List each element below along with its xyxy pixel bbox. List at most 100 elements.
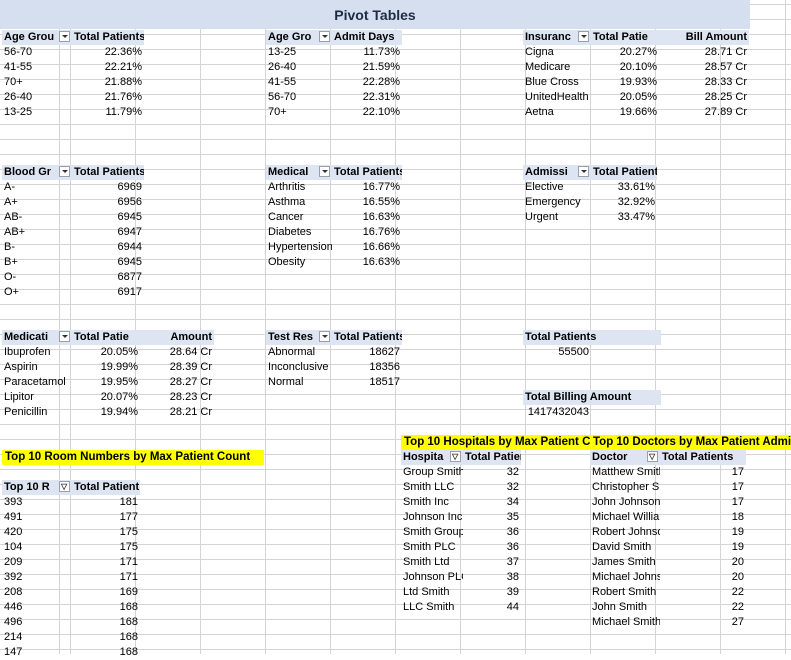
table-row[interactable]: 209 171 <box>2 555 140 570</box>
table-row[interactable]: AB- 6945 <box>2 210 144 225</box>
dropdown-arrow-icon[interactable] <box>319 31 330 42</box>
table-row[interactable]: 446 168 <box>2 600 140 615</box>
filter-icon[interactable] <box>59 480 70 494</box>
dropdown-arrow-icon[interactable] <box>578 166 589 177</box>
table-row[interactable]: James Smith 20 <box>590 555 746 570</box>
table-row[interactable]: Smith PLC 36 <box>401 540 521 555</box>
table-row[interactable]: Emergency 32.92% <box>523 195 657 210</box>
table-row[interactable]: 26-40 21.59% <box>266 60 402 75</box>
dropdown-arrow-icon[interactable] <box>59 331 70 342</box>
table-row[interactable]: A+ 6956 <box>2 195 144 210</box>
pivot-top-hospitals[interactable]: HospitaTotal PatientsGroup Smith32Smith … <box>401 450 521 615</box>
table-row[interactable]: Aspirin 19.99% 28.39 Cr <box>2 360 214 375</box>
pivot-insurance[interactable]: Insuranc Total Patie Bill Amount Cigna 20.27… <box>523 30 749 120</box>
table-row[interactable]: Smith Ltd 37 <box>401 555 521 570</box>
table-row[interactable]: 13-25 11.73% <box>266 45 402 60</box>
table-row[interactable]: 420 175 <box>2 525 140 540</box>
table-row[interactable]: Michael Johnson 20 <box>590 570 746 585</box>
dropdown-arrow-icon[interactable] <box>59 31 70 42</box>
table-row[interactable]: Elective 33.61% <box>523 180 657 195</box>
table-row[interactable]: 26-40 21.76% <box>2 90 144 105</box>
table-row[interactable]: B+ 6945 <box>2 255 144 270</box>
table-row[interactable]: Cancer 16.63% <box>266 210 402 225</box>
table-row[interactable]: Matthew Smith 17 <box>590 465 746 480</box>
table-row[interactable]: Ibuprofen 20.05% 28.64 Cr <box>2 345 214 360</box>
table-row[interactable]: 70+ 22.10% <box>266 105 402 120</box>
dropdown-arrow-icon[interactable] <box>319 166 330 177</box>
table-row[interactable]: John Smith 22 <box>590 600 746 615</box>
pivot-age-patients[interactable]: Age Grou Total Patients 56-70 22.36% 41-55 22… <box>2 30 144 120</box>
table-row[interactable]: Michael Smith 27 <box>590 615 746 630</box>
column-header[interactable]: Insuranc <box>523 30 591 45</box>
column-header[interactable]: Doctor <box>590 450 660 465</box>
table-row[interactable]: Normal 18517 <box>266 375 402 390</box>
table-row[interactable]: Smith Inc 34 <box>401 495 521 510</box>
table-row[interactable]: Paracetamol 19.95% 28.27 Cr <box>2 375 214 390</box>
table-row[interactable]: UnitedHealth 20.05% 28.25 Cr <box>523 90 749 105</box>
pivot-test-results[interactable]: Test Res Total Patients Abnormal 18627 Incon… <box>266 330 402 390</box>
column-header[interactable]: Blood Gr <box>2 165 72 180</box>
pivot-age-admit-days[interactable]: Age Gro Admit Days 13-25 11.73% 26-40 21.59% 4… <box>266 30 402 120</box>
table-row[interactable]: O- 6877 <box>2 270 144 285</box>
table-row[interactable]: Robert Smith 22 <box>590 585 746 600</box>
table-row[interactable]: Blue Cross 19.93% 28.33 Cr <box>523 75 749 90</box>
table-row[interactable]: Johnson Inc 35 <box>401 510 521 525</box>
table-row[interactable]: Hypertension 16.66% <box>266 240 402 255</box>
table-row[interactable]: 41-55 22.21% <box>2 60 144 75</box>
column-header[interactable]: Age Gro <box>266 30 332 45</box>
column-header[interactable]: Top 10 R <box>2 480 72 495</box>
pivot-blood-group[interactable]: Blood Gr Total Patients A- 6969 A+ 6956 AB- 694… <box>2 165 144 300</box>
table-row[interactable]: Penicillin 19.94% 28.21 Cr <box>2 405 214 420</box>
table-row[interactable]: 214 168 <box>2 630 140 645</box>
table-row[interactable]: Cigna 20.27% 28.71 Cr <box>523 45 749 60</box>
table-row[interactable]: Asthma 16.55% <box>266 195 402 210</box>
table-row[interactable]: Ltd Smith 39 <box>401 585 521 600</box>
table-row[interactable]: Group Smith 32 <box>401 465 521 480</box>
table-row[interactable]: LLC Smith 44 <box>401 600 521 615</box>
table-row[interactable]: Smith LLC 32 <box>401 480 521 495</box>
table-row[interactable]: 147 168 <box>2 645 140 660</box>
table-row[interactable]: 208 169 <box>2 585 140 600</box>
table-row[interactable]: 70+ 21.88% <box>2 75 144 90</box>
pivot-admission-type[interactable]: Admissi Total Patients Elective 33.61% Emerg… <box>523 165 657 225</box>
table-row[interactable]: AB+ 6947 <box>2 225 144 240</box>
table-row[interactable]: Lipitor 20.07% 28.23 Cr <box>2 390 214 405</box>
table-row[interactable]: 393 181 <box>2 495 140 510</box>
filter-icon[interactable] <box>647 450 658 464</box>
column-header[interactable]: Medical <box>266 165 332 180</box>
table-row[interactable]: Inconclusive 18356 <box>266 360 402 375</box>
total-patients-value[interactable]: 55500 <box>558 346 589 358</box>
table-row[interactable]: John Johnson 17 <box>590 495 746 510</box>
table-row[interactable]: Christopher Smith 17 <box>590 480 746 495</box>
table-row[interactable]: Diabetes 16.76% <box>266 225 402 240</box>
filter-icon[interactable] <box>450 450 461 464</box>
table-row[interactable]: Aetna 19.66% 27.89 Cr <box>523 105 749 120</box>
total-billing-value[interactable]: 1417432043 <box>527 406 589 418</box>
table-row[interactable]: Arthritis 16.77% <box>266 180 402 195</box>
dropdown-arrow-icon[interactable] <box>59 166 70 177</box>
pivot-top-rooms[interactable]: Top 10 RTotal Patient3931814911774201751… <box>2 480 140 660</box>
column-header[interactable]: Admissi <box>523 165 591 180</box>
table-row[interactable]: Obesity 16.63% <box>266 255 402 270</box>
table-row[interactable]: O+ 6917 <box>2 285 144 300</box>
table-row[interactable]: David Smith 19 <box>590 540 746 555</box>
column-header[interactable]: Test Res <box>266 330 332 345</box>
pivot-medical-condition[interactable]: Medical Total Patients Arthritis 16.77% Asth… <box>266 165 402 270</box>
column-header[interactable]: Age Grou <box>2 30 72 45</box>
table-row[interactable]: Johnson PLC 38 <box>401 570 521 585</box>
table-row[interactable]: 56-70 22.36% <box>2 45 144 60</box>
table-row[interactable]: 392 171 <box>2 570 140 585</box>
table-row[interactable]: Robert Johnson 19 <box>590 525 746 540</box>
table-row[interactable]: Abnormal 18627 <box>266 345 402 360</box>
column-header[interactable]: Medicati <box>2 330 72 345</box>
table-row[interactable]: 56-70 22.31% <box>266 90 402 105</box>
table-row[interactable]: Smith Group 36 <box>401 525 521 540</box>
table-row[interactable]: B- 6944 <box>2 240 144 255</box>
table-row[interactable]: Urgent 33.47% <box>523 210 657 225</box>
table-row[interactable]: 496 168 <box>2 615 140 630</box>
table-row[interactable]: 491 177 <box>2 510 140 525</box>
table-row[interactable]: A- 6969 <box>2 180 144 195</box>
table-row[interactable]: 104 175 <box>2 540 140 555</box>
